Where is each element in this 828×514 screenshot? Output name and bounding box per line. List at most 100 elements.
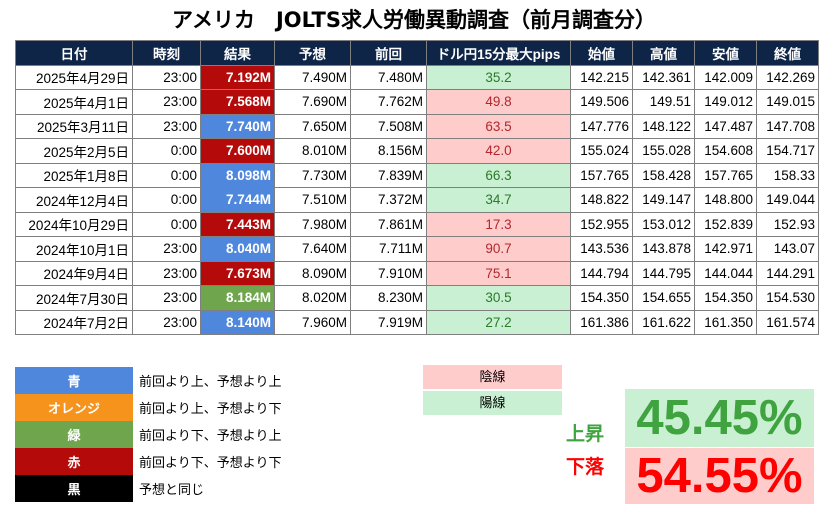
cell-result: 8.140M xyxy=(200,309,275,335)
cell-date: 2024年10月1日 xyxy=(15,236,133,262)
legend-text: 前回より下、予想より上 xyxy=(139,428,282,443)
cell-date: 2024年10月29日 xyxy=(15,211,133,237)
cell-open: 147.776 xyxy=(570,113,633,139)
table-row: 2025年2月5日 0:00 7.600M 8.010M 8.156M 42.0… xyxy=(15,138,819,164)
cell-close: 152.93 xyxy=(756,211,819,237)
cell-open: 161.386 xyxy=(570,309,633,335)
cell-low: 149.012 xyxy=(694,89,757,115)
cell-previous: 8.230M xyxy=(350,285,427,311)
table-row: 2024年7月30日 23:00 8.184M 8.020M 8.230M 30… xyxy=(15,285,819,311)
jolts-results-table: 日付 時刻 結果 予想 前回 ドル円15分最大pips 始値 高値 安値 終値 … xyxy=(15,40,819,335)
fall-percentage: 54.55% xyxy=(625,448,814,504)
cell-high: 154.655 xyxy=(632,285,695,311)
legend-swatch-red: 赤 xyxy=(15,448,133,475)
cell-close: 154.530 xyxy=(756,285,819,311)
cell-high: 155.028 xyxy=(632,138,695,164)
cell-forecast: 8.090M xyxy=(274,260,351,286)
cell-close: 161.574 xyxy=(756,309,819,335)
fall-label: 下落 xyxy=(566,456,605,478)
cell-low: 152.839 xyxy=(694,211,757,237)
cell-previous: 7.762M xyxy=(350,89,427,115)
cell-time: 0:00 xyxy=(132,162,201,188)
cell-forecast: 7.960M xyxy=(274,309,351,335)
rise-percentage: 45.45% xyxy=(625,389,814,447)
cell-pips: 63.5 xyxy=(426,113,571,139)
table-header-row: 日付 時刻 結果 予想 前回 ドル円15分最大pips 始値 高値 安値 終値 xyxy=(15,40,819,66)
cell-result: 8.098M xyxy=(200,162,275,188)
header-time: 時刻 xyxy=(132,40,201,66)
legend-text: 前回より下、予想より下 xyxy=(139,455,282,470)
cell-close: 143.07 xyxy=(756,236,819,262)
cell-open: 152.955 xyxy=(570,211,633,237)
bearish-candle-legend: 陰線 xyxy=(423,365,562,389)
cell-time: 23:00 xyxy=(132,89,201,115)
cell-low: 154.350 xyxy=(694,285,757,311)
table-row: 2024年12月4日 0:00 7.744M 7.510M 7.372M 34.… xyxy=(15,187,819,213)
cell-high: 149.147 xyxy=(632,187,695,213)
cell-time: 23:00 xyxy=(132,309,201,335)
cell-close: 142.269 xyxy=(756,64,819,90)
header-date: 日付 xyxy=(15,40,133,66)
cell-high: 144.795 xyxy=(632,260,695,286)
cell-result: 7.740M xyxy=(200,113,275,139)
cell-high: 149.51 xyxy=(632,89,695,115)
cell-pips: 34.7 xyxy=(426,187,571,213)
bullish-candle-legend: 陽線 xyxy=(423,391,562,415)
cell-previous: 7.861M xyxy=(350,211,427,237)
cell-pips: 66.3 xyxy=(426,162,571,188)
cell-date: 2024年7月30日 xyxy=(15,285,133,311)
cell-low: 157.765 xyxy=(694,162,757,188)
cell-low: 161.350 xyxy=(694,309,757,335)
header-pips: ドル円15分最大pips xyxy=(426,40,571,66)
cell-pips: 42.0 xyxy=(426,138,571,164)
cell-date: 2024年9月4日 xyxy=(15,260,133,286)
cell-time: 23:00 xyxy=(132,113,201,139)
cell-forecast: 7.730M xyxy=(274,162,351,188)
cell-pips: 49.8 xyxy=(426,89,571,115)
legend-swatch-blue: 青 xyxy=(15,367,133,394)
cell-forecast: 8.020M xyxy=(274,285,351,311)
cell-date: 2025年1月8日 xyxy=(15,162,133,188)
cell-close: 147.708 xyxy=(756,113,819,139)
cell-result: 8.184M xyxy=(200,285,275,311)
cell-previous: 7.711M xyxy=(350,236,427,262)
legend-item: 青 前回より上、予想より上 xyxy=(15,367,281,394)
legend-swatch-black: 黒 xyxy=(15,475,133,502)
cell-time: 23:00 xyxy=(132,285,201,311)
cell-pips: 75.1 xyxy=(426,260,571,286)
cell-result: 7.192M xyxy=(200,64,275,90)
header-close: 終値 xyxy=(756,40,819,66)
cell-forecast: 8.010M xyxy=(274,138,351,164)
cell-forecast: 7.640M xyxy=(274,236,351,262)
cell-result: 8.040M xyxy=(200,236,275,262)
cell-time: 0:00 xyxy=(132,138,201,164)
cell-low: 148.800 xyxy=(694,187,757,213)
cell-low: 144.044 xyxy=(694,260,757,286)
cell-date: 2025年2月5日 xyxy=(15,138,133,164)
table-row: 2024年9月4日 23:00 7.673M 8.090M 7.910M 75.… xyxy=(15,260,819,286)
cell-high: 143.878 xyxy=(632,236,695,262)
legend-text: 前回より上、予想より下 xyxy=(139,401,282,416)
table-row: 2025年1月8日 0:00 8.098M 7.730M 7.839M 66.3… xyxy=(15,162,819,188)
cell-time: 23:00 xyxy=(132,260,201,286)
table-row: 2024年10月29日 0:00 7.443M 7.980M 7.861M 17… xyxy=(15,211,819,237)
legend-text: 予想と同じ xyxy=(139,482,205,497)
cell-open: 149.506 xyxy=(570,89,633,115)
cell-pips: 90.7 xyxy=(426,236,571,262)
cell-date: 2025年4月29日 xyxy=(15,64,133,90)
legend-swatch-green: 緑 xyxy=(15,421,133,448)
cell-date: 2024年12月4日 xyxy=(15,187,133,213)
cell-previous: 7.508M xyxy=(350,113,427,139)
cell-time: 23:00 xyxy=(132,64,201,90)
cell-close: 158.33 xyxy=(756,162,819,188)
cell-close: 144.291 xyxy=(756,260,819,286)
cell-result: 7.568M xyxy=(200,89,275,115)
table-row: 2024年10月1日 23:00 8.040M 7.640M 7.711M 90… xyxy=(15,236,819,262)
cell-close: 149.015 xyxy=(756,89,819,115)
cell-open: 143.536 xyxy=(570,236,633,262)
legend-text: 前回より上、予想より上 xyxy=(139,374,282,389)
cell-result: 7.443M xyxy=(200,211,275,237)
legend-item: 緑 前回より下、予想より上 xyxy=(15,421,281,448)
cell-close: 154.717 xyxy=(756,138,819,164)
table-row: 2025年4月1日 23:00 7.568M 7.690M 7.762M 49.… xyxy=(15,89,819,115)
